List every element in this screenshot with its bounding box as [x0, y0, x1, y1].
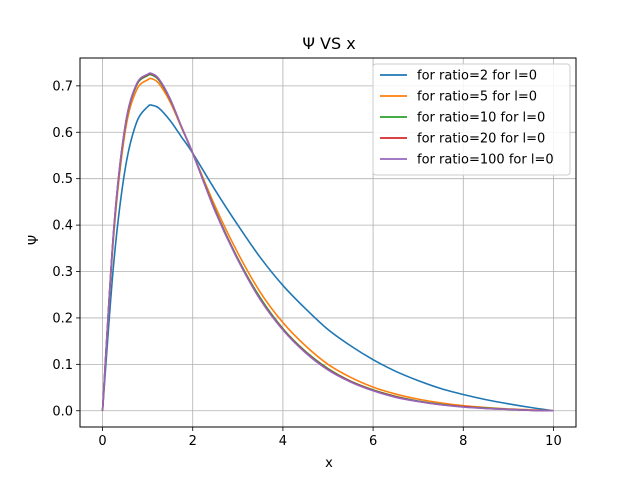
legend-label-5: for ratio=100 for l=0 [417, 153, 554, 168]
legend-label-1: for ratio=2 for l=0 [417, 69, 537, 84]
x-tick-label: 10 [545, 434, 562, 449]
y-tick-label: 0.1 [52, 358, 73, 373]
axis-ticks: 0 2 4 6 8 10 0.0 0.1 0.2 0.3 0.4 0.5 0.6 0.7 [52, 79, 561, 449]
plot-frame [79, 57, 577, 428]
x-axis-label: x [325, 456, 333, 471]
y-tick-label: 0.5 [52, 172, 73, 187]
legend-label-2: for ratio=5 for l=0 [417, 90, 537, 105]
y-tick-label: 0.0 [52, 404, 73, 419]
grid-lines [80, 58, 576, 427]
legend-label-3: for ratio=10 for l=0 [417, 111, 545, 126]
series-line-1 [101, 104, 554, 412]
legend: for ratio=2 for l=0 for ratio=5 for l=0 fo… [372, 63, 571, 176]
chart-title: Ψ VS x [302, 34, 355, 53]
y-axis-label: Ψ [27, 235, 42, 245]
x-tick-label: 0 [98, 434, 106, 449]
x-tick-label: 6 [369, 434, 377, 449]
y-tick-label: 0.7 [52, 79, 73, 94]
x-tick-label: 4 [279, 434, 287, 449]
series-line-2 [101, 77, 554, 412]
x-tick-label: 8 [459, 434, 467, 449]
y-tick-label: 0.3 [52, 265, 73, 280]
x-tick-label: 2 [189, 434, 197, 449]
legend-label-4: for ratio=20 for l=0 [417, 132, 545, 147]
y-tick-label: 0.4 [52, 219, 73, 234]
legend-box [372, 63, 571, 176]
series-lines [101, 72, 554, 412]
y-tick-label: 0.2 [52, 311, 73, 326]
series-line-5 [101, 72, 554, 412]
y-tick-label: 0.6 [52, 126, 73, 141]
